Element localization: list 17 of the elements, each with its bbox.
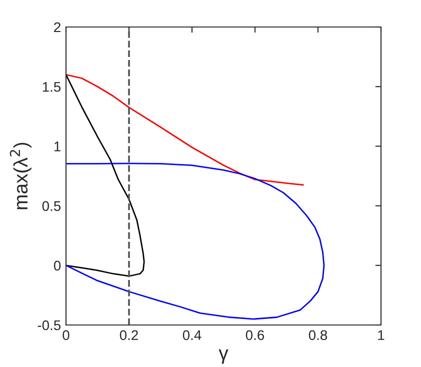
- y-tick-label: -0.5: [38, 320, 61, 330]
- x-tick-label: 0.6: [246, 330, 264, 340]
- x-tick-label: 0: [62, 330, 70, 340]
- x-tick-label: 0.4: [182, 330, 202, 340]
- x-tick-label: 0.8: [308, 330, 328, 340]
- line-series: [66, 74, 145, 277]
- y-tick-label: 2: [54, 22, 60, 32]
- y-tick-label: 0.5: [42, 201, 61, 211]
- y-tick-label: 1: [54, 142, 60, 152]
- x-tick-label: 1: [378, 330, 384, 340]
- x-tick-label: 0.2: [120, 330, 138, 340]
- x-axis-title: γ: [218, 349, 228, 364]
- y-axis-title: max(λ$^{2}$): [10, 142, 32, 210]
- line-series: [66, 74, 304, 186]
- y-tick-label: 0: [54, 260, 61, 271]
- line-series: [66, 162, 325, 320]
- y-tick-label: 1.5: [42, 82, 61, 92]
